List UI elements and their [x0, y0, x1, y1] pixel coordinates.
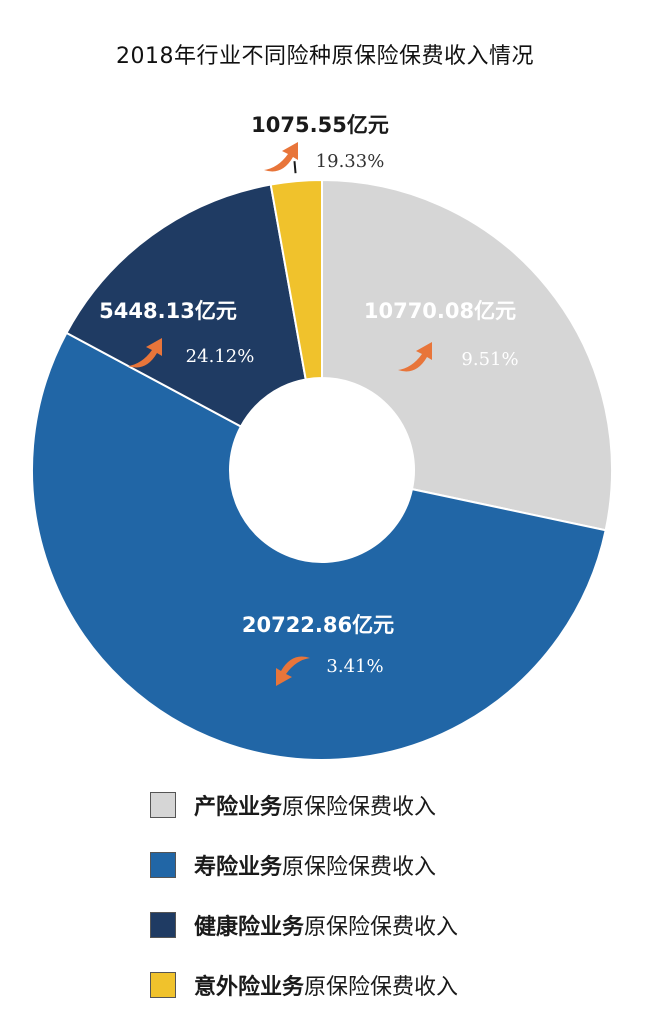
legend-label-property: 产险业务原保险保费收入 [194, 795, 437, 820]
legend-swatch-property [150, 792, 176, 818]
legend-swatch-life [150, 852, 176, 878]
donut-chart: 10770.08亿元 9.51% 20722.86亿元 3.41% 5448.13亿元 2… [31, 113, 613, 761]
leader-line-accident [293, 161, 297, 174]
growth-label-accident: 19.33% [316, 151, 385, 172]
legend-item-accident: 意外险业务原保险保费收入 [150, 970, 458, 1000]
slice-property [321, 178, 613, 532]
legend-label-accident: 意外险业务原保险保费收入 [194, 975, 459, 1000]
value-label-life: 20722.86亿元 [242, 613, 394, 637]
legend: 产险业务原保险保费收入 寿险业务原保险保费收入 健康险业务原保险保费收入 意外险… [150, 790, 458, 1030]
legend-label-health: 健康险业务原保险保费收入 [194, 915, 459, 940]
growth-label-health: 24.12% [186, 346, 255, 367]
growth-arrow-health-icon [128, 338, 162, 368]
legend-item-property: 产险业务原保险保费收入 [150, 790, 458, 820]
legend-item-health: 健康险业务原保险保费收入 [150, 910, 458, 940]
value-label-property: 10770.08亿元 [364, 299, 516, 323]
slice-health [65, 183, 307, 428]
chart-title: 2018年行业不同险种原保险保费收入情况 [116, 44, 534, 69]
growth-label-life: 3.41% [326, 656, 383, 677]
value-label-accident: 1075.55亿元 [251, 113, 389, 137]
legend-swatch-health [150, 912, 176, 938]
growth-arrow-property-icon [398, 342, 432, 372]
slices-group [31, 178, 613, 761]
labels-group: 10770.08亿元 9.51% 20722.86亿元 3.41% 5448.13亿元 2… [99, 113, 519, 686]
slice-life [31, 331, 607, 761]
growth-arrow-life-icon [276, 656, 310, 686]
legend-swatch-accident [150, 972, 176, 998]
legend-item-life: 寿险业务原保险保费收入 [150, 850, 458, 880]
legend-label-life: 寿险业务原保险保费收入 [194, 855, 437, 880]
value-label-health: 5448.13亿元 [99, 299, 237, 323]
slice-accident [269, 178, 323, 381]
growth-arrow-accident-icon [264, 142, 298, 172]
growth-label-property: 9.51% [461, 349, 518, 370]
